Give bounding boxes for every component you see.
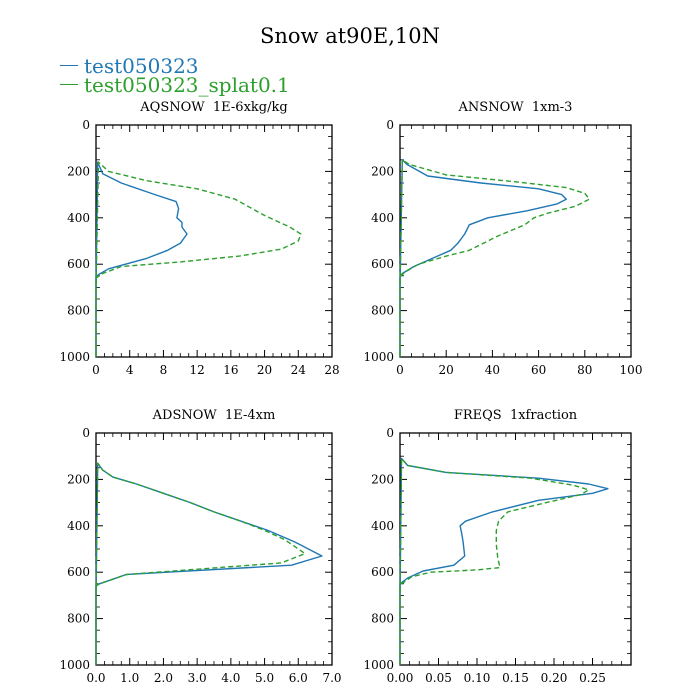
plot-frame: [95, 124, 333, 358]
x-tick-label: 8: [160, 363, 168, 377]
y-tick-label: 800: [371, 304, 394, 318]
y-tick-label: 600: [67, 257, 90, 271]
x-tick-label: 6.0: [289, 671, 308, 685]
x-tick-label: 2.0: [154, 671, 173, 685]
y-tick-label: 600: [67, 565, 90, 579]
y-tick-label: 400: [67, 519, 90, 533]
x-tick-label: 12: [190, 363, 205, 377]
x-tick-label: 20: [257, 363, 272, 377]
series-line-test050323-splat0-1: [95, 161, 302, 357]
x-tick-label: 3.0: [188, 671, 207, 685]
y-tick-label: 800: [67, 612, 90, 626]
y-tick-label: 0: [82, 118, 90, 132]
y-tick-label: 0: [82, 426, 90, 440]
y-tick-label: 800: [67, 304, 90, 318]
plot-frame: [95, 432, 333, 666]
y-tick-label: 400: [371, 519, 394, 533]
series-line-test050323-splat0-1: [95, 462, 306, 665]
y-tick-label: 1000: [59, 658, 90, 672]
chart-panel-4: FREQS 1xfraction 0.00 0.05 0.10 0.15 0.20 0.25…: [363, 408, 632, 685]
chart-panel-2: ANSNOW 1xm-30 20 40 60 80 1000200400600800100…: [363, 100, 642, 377]
chart-panel-1: AQSNOW 1E-6xkg/kg 0 4 8 12 16 20 24 28 0 200 400 600…: [59, 100, 339, 377]
series-line-test050323: [399, 457, 609, 665]
series-line-test050323: [399, 159, 567, 357]
y-tick-label: 400: [67, 211, 90, 225]
x-tick-label: 0: [396, 363, 404, 377]
y-tick-label: 1000: [363, 658, 394, 672]
plot-frame: [399, 432, 632, 666]
legend-item-test050323-splat: test050323_splat0.1: [60, 73, 290, 97]
x-tick-label: 0.10: [464, 671, 491, 685]
y-tick-label: 1000: [363, 350, 394, 364]
x-tick-label: 7.0: [322, 671, 341, 685]
x-tick-label: 1.0: [120, 671, 139, 685]
y-tick-label: 800: [371, 612, 394, 626]
figure-title: Snow at90E,10N: [260, 24, 440, 48]
x-tick-label: 0.00: [387, 671, 414, 685]
y-tick-label: 600: [371, 565, 394, 579]
y-tick-label: 200: [67, 164, 90, 178]
legend-label: test050323_splat0.1: [84, 73, 290, 97]
y-tick-label: 600: [371, 257, 394, 271]
legend-swatch-dashed: [60, 84, 78, 85]
x-tick-label: 0.05: [425, 671, 452, 685]
x-tick-label: 100: [620, 363, 643, 377]
panel-title: ANSNOW 1xm-3: [458, 100, 573, 115]
x-tick-label: 40: [485, 363, 500, 377]
y-tick-label: 400: [371, 211, 394, 225]
y-tick-label: 200: [67, 472, 90, 486]
x-tick-label: 28: [324, 363, 339, 377]
y-tick-label: 200: [371, 164, 394, 178]
plot-frame: [399, 124, 632, 358]
x-tick-label: 4: [126, 363, 134, 377]
series-line-test050323-splat0-1: [399, 457, 590, 665]
x-tick-label: 0.15: [502, 671, 529, 685]
y-tick-label: 1000: [59, 350, 90, 364]
x-tick-label: 60: [531, 363, 546, 377]
x-tick-label: 0.20: [541, 671, 568, 685]
y-tick-label: 0: [386, 426, 394, 440]
x-tick-label: 0.25: [579, 671, 606, 685]
chart-panel-3: ADSNOW 1E-4xm 0.0 1.0 2.0 3.0 4.0 5.0 6.0 7.0 0 20…: [59, 408, 341, 685]
panel-title: FREQS 1xfraction: [454, 408, 578, 423]
x-tick-label: 16: [223, 363, 238, 377]
x-tick-label: 20: [439, 363, 454, 377]
panel-title: ADSNOW 1E-4xm: [152, 408, 276, 423]
x-tick-label: 0.0: [86, 671, 105, 685]
x-tick-label: 5.0: [255, 671, 274, 685]
series-line-test050323-splat0-1: [399, 159, 591, 357]
x-tick-label: 24: [291, 363, 307, 377]
y-tick-label: 200: [371, 472, 394, 486]
panel-title: AQSNOW 1E-6xkg/kg: [139, 100, 287, 115]
series-line-test050323: [95, 161, 188, 357]
x-tick-label: 4.0: [221, 671, 240, 685]
x-tick-label: 80: [577, 363, 592, 377]
series-line-test050323: [95, 462, 323, 665]
y-tick-label: 0: [386, 118, 394, 132]
legend-item-test050323: test050323: [60, 54, 199, 78]
x-tick-label: 0: [92, 363, 100, 377]
legend-label: test050323: [84, 54, 199, 78]
legend-swatch-solid: [60, 65, 78, 66]
